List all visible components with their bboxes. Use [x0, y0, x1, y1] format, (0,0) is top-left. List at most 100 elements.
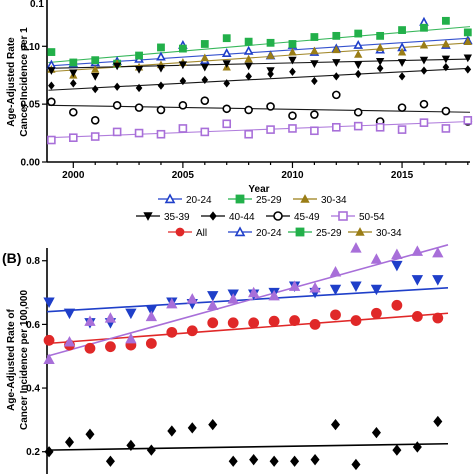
panel-b-point-20-24 — [432, 275, 444, 286]
legend-label-All: All — [196, 228, 207, 239]
panel-b-point-40-44 — [228, 455, 238, 467]
panel-a-point-45-49 — [222, 104, 232, 114]
panel-b-point-50-54 — [63, 336, 76, 347]
panel-a-x-tick-label: 2010 — [281, 170, 304, 181]
panel-b-y-axis-label-line1: Age-Adjusted Rate of — [6, 308, 17, 410]
panel-b-point-50-54 — [186, 293, 198, 304]
panel-b-trend-50-54 — [46, 244, 449, 357]
panel-a-point-40-44 — [398, 72, 406, 81]
legend-label-50-54: 50-54 — [359, 212, 385, 223]
panel-a-point-50-54 — [353, 121, 363, 131]
panel-b-point-40-44 — [433, 415, 443, 428]
legend-label-35-39: 35-39 — [164, 212, 190, 223]
panel-b-y-axis-label-line2: Cancer Incidence per 100,000 — [19, 290, 30, 431]
panel-b-point-All — [371, 307, 382, 319]
legend-label-25-29-b: 25-29 — [316, 228, 342, 239]
panel-a-point-45-49 — [266, 102, 275, 111]
panel-a-point-35-39 — [463, 54, 472, 63]
panel-b-point-50-54 — [288, 280, 301, 291]
panel-b-point-All — [207, 317, 219, 329]
panel-b-point-50-54 — [329, 266, 342, 277]
panel-a-point-45-49 — [47, 97, 56, 107]
panel-b-point-40-44 — [310, 454, 320, 466]
panel-a-point-25-29 — [157, 43, 165, 52]
panel-a-point-25-29 — [135, 51, 143, 60]
panel-a-point-40-44 — [69, 79, 77, 88]
panel-b-point-40-44 — [85, 428, 95, 440]
panel-a-point-40-44 — [354, 69, 362, 79]
panel-a-point-50-54 — [310, 126, 319, 136]
panel-b-point-50-54 — [370, 253, 383, 264]
panel-b-point-50-54 — [350, 242, 362, 253]
panel-a-point-50-54 — [90, 132, 100, 141]
legend-marker-20-24-b — [234, 226, 246, 237]
panel-a-point-25-29 — [354, 29, 363, 38]
legend-marker-35-39 — [143, 212, 153, 221]
panel-a-point-50-54 — [134, 128, 144, 138]
panel-a-point-40-44 — [442, 62, 450, 72]
panel-b-legend: All 20-24 25-29 30-34 — [168, 226, 402, 239]
panel-a-point-35-39 — [354, 61, 363, 70]
panel-a-point-45-49 — [353, 107, 363, 117]
panel-a-trend-lines — [48, 26, 471, 139]
panel-a-point-45-49 — [244, 105, 253, 115]
panel-a-y-tick-label: 0.00 — [21, 158, 41, 169]
panel-a-point-45-49 — [397, 103, 407, 112]
panel-b-label: (B) — [2, 250, 21, 266]
panel-a-data-points — [46, 16, 473, 145]
panel-b-point-20-24 — [391, 260, 403, 272]
panel-b-point-20-24 — [207, 291, 219, 302]
panel-b-point-20-24 — [411, 275, 424, 286]
panel-a-point-35-39 — [441, 55, 451, 64]
panel-b-point-50-54 — [411, 245, 424, 256]
panel-b-point-50-54 — [104, 312, 117, 323]
panel-a-point-30-34 — [397, 47, 407, 56]
panel-a-point-50-54 — [156, 129, 166, 139]
panel-b-point-20-24 — [43, 297, 55, 308]
panel-a-point-30-34 — [200, 53, 209, 62]
panel-b-point-50-54 — [43, 353, 55, 365]
panel-b-point-40-44 — [412, 441, 422, 453]
panel-a-point-25-29 — [310, 33, 319, 41]
panel-a-point-30-34 — [441, 39, 451, 48]
panel-a-point-35-39 — [310, 60, 319, 68]
panel-a-point-50-54 — [222, 119, 232, 129]
panel-b-point-40-44 — [126, 439, 136, 451]
panel-a-point-25-29 — [91, 56, 100, 65]
panel-a-point-40-44 — [201, 75, 209, 84]
panel-b-point-50-54 — [227, 293, 239, 304]
panel-a-point-20-24 — [221, 48, 232, 58]
panel-a-point-35-39 — [244, 62, 253, 71]
panel-a-point-25-29 — [463, 28, 472, 37]
panel-a-point-35-39 — [200, 63, 209, 72]
panel-a-trend-45-49 — [48, 104, 471, 113]
panel-a-point-35-39 — [397, 59, 407, 67]
panel-a-top-tick-label: 0.1 — [30, 0, 44, 10]
panel-b-point-50-54 — [309, 281, 321, 293]
panel-a-point-35-39 — [91, 72, 100, 81]
panel-a-point-45-49 — [200, 96, 210, 105]
panel-a-point-25-29 — [332, 31, 341, 40]
panel-a-point-40-44 — [376, 64, 384, 73]
panel-a-point-50-54 — [332, 122, 341, 132]
panel-b-point-20-24 — [370, 284, 383, 296]
panel-a-point-25-29 — [266, 38, 275, 47]
panel-a-y-axis-label-line1: Age-Adjusted Rate — [6, 37, 17, 127]
panel-a-point-35-39 — [47, 67, 56, 75]
panel-a-point-40-44 — [289, 67, 296, 76]
panel-b-point-All — [227, 317, 239, 329]
panel-a-point-45-49 — [69, 107, 78, 117]
panel-b-point-50-54 — [207, 299, 219, 310]
panel-b-y-tick-label: 0.4 — [26, 384, 40, 395]
panel-a-point-20-24 — [243, 45, 254, 55]
panel-b-point-40-44 — [167, 425, 177, 437]
panel-b-point-All — [411, 311, 423, 322]
panel-a-point-50-54 — [463, 116, 473, 125]
panel-b-point-50-54 — [145, 310, 158, 322]
panel-b: (B) 0.2 0.4 0.6 0.8 Age-Adjusted Rate of Ca… — [2, 226, 449, 474]
panel-a-point-25-29 — [441, 16, 450, 25]
panel-a-point-45-49 — [90, 116, 100, 125]
panel-a-point-40-44 — [464, 65, 472, 74]
panel-a-point-30-34 — [244, 54, 253, 63]
panel-a-x-tick-label: 2000 — [62, 170, 85, 181]
